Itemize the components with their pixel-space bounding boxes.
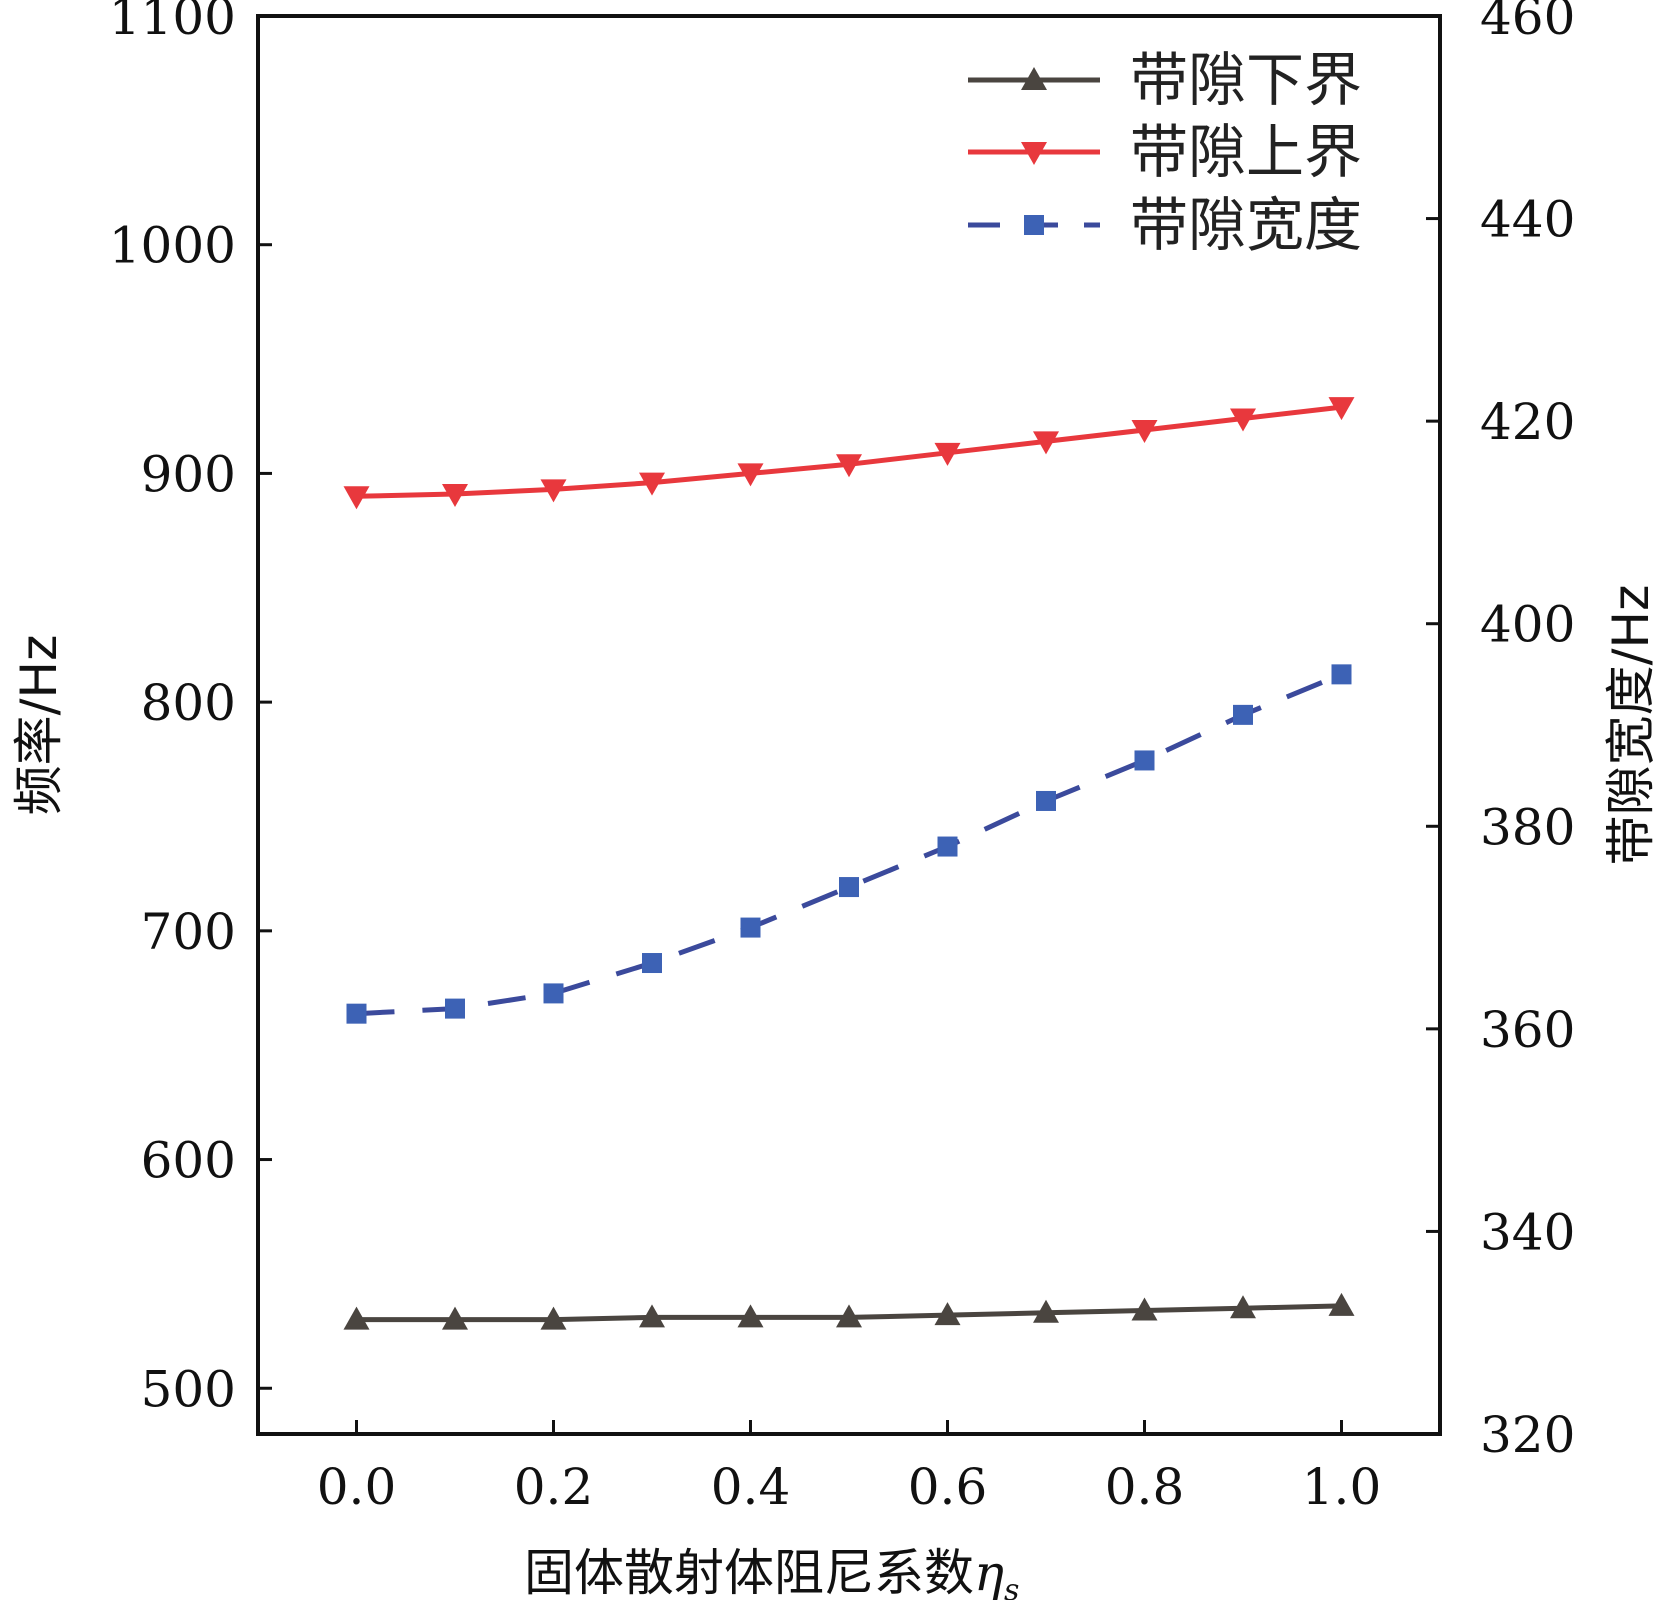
- y-left-tick-label-4: 900: [141, 445, 236, 503]
- y-left-tick-label-0: 500: [141, 1360, 236, 1418]
- point-gap-width-6: [937, 836, 958, 857]
- point-upper-bound-5: [836, 454, 862, 478]
- point-upper-bound-8: [1131, 419, 1158, 443]
- point-lower-bound-9: [1230, 1295, 1256, 1319]
- point-lower-bound-2: [540, 1306, 567, 1330]
- point-lower-bound-3: [639, 1304, 665, 1328]
- x-axis-title: 固体散射体阻尼系数ηs: [524, 1544, 1019, 1600]
- point-lower-bound-0: [343, 1306, 370, 1330]
- point-lower-bound-5: [836, 1304, 862, 1328]
- point-gap-width-8: [1134, 750, 1155, 771]
- series-upper-bound: [343, 397, 1355, 510]
- legend-label-upper-bound: 带隙上界: [1130, 118, 1362, 186]
- point-upper-bound-7: [1033, 431, 1059, 455]
- x-tick-label-0: 0.0: [317, 1458, 397, 1516]
- legend-label-gap-width: 带隙宽度: [1130, 191, 1362, 259]
- y-left-tick-label-1: 600: [141, 1132, 236, 1190]
- point-upper-bound-3: [639, 472, 665, 496]
- y-right-tick-label-7: 460: [1480, 0, 1575, 46]
- point-upper-bound-2: [540, 479, 567, 503]
- legend-marker-lower-bound: [1021, 67, 1047, 90]
- point-gap-width-5: [839, 877, 859, 898]
- series-line-upper-bound: [356, 404, 1342, 499]
- legend-item-upper-bound: 带隙上界: [968, 118, 1362, 186]
- point-lower-bound-6: [934, 1302, 961, 1326]
- point-gap-width-7: [1036, 790, 1056, 811]
- y-right-tick-label-5: 420: [1480, 393, 1575, 451]
- point-gap-width-1: [445, 998, 465, 1019]
- y-right-tick-label-2: 360: [1480, 1001, 1575, 1059]
- legend-marker-gap-width: [1024, 215, 1044, 235]
- point-gap-width-4: [740, 917, 761, 938]
- point-upper-bound-6: [934, 442, 961, 466]
- point-upper-bound-9: [1230, 408, 1256, 432]
- y-left-tick-label-5: 1000: [109, 217, 236, 275]
- point-upper-bound-0: [343, 486, 370, 510]
- y-right-tick-label-0: 320: [1480, 1406, 1575, 1464]
- x-tick-label-4: 0.8: [1105, 1458, 1185, 1516]
- series-lower-bound: [343, 1292, 1355, 1330]
- point-gap-width-9: [1233, 704, 1253, 725]
- point-gap-width-2: [543, 983, 564, 1004]
- point-upper-bound-10: [1328, 397, 1355, 421]
- legend-item-lower-bound: 带隙下界: [968, 46, 1362, 114]
- point-gap-width-10: [1331, 664, 1352, 685]
- point-lower-bound-1: [442, 1306, 468, 1330]
- y-left-tick-label-2: 700: [141, 903, 236, 961]
- x-tick-label-1: 0.2: [514, 1458, 594, 1516]
- series-gap-width: [346, 664, 1352, 1024]
- point-gap-width-0: [346, 1003, 367, 1024]
- point-lower-bound-10: [1328, 1292, 1355, 1316]
- point-lower-bound-4: [737, 1304, 764, 1328]
- point-lower-bound-7: [1033, 1299, 1059, 1323]
- y-left-tick-label-6: 1100: [109, 0, 236, 46]
- x-tick-label-5: 1.0: [1302, 1458, 1382, 1516]
- y-right-tick-label-4: 400: [1480, 596, 1575, 654]
- y-right-tick-label-1: 340: [1480, 1203, 1575, 1261]
- legend-label-lower-bound: 带隙下界: [1130, 46, 1362, 114]
- x-tick-label-3: 0.6: [908, 1458, 988, 1516]
- y-axis-right-title: 带隙宽度/Hz: [1602, 585, 1660, 866]
- point-upper-bound-4: [737, 463, 764, 487]
- y-axis-left-title: 频率/Hz: [10, 635, 68, 816]
- point-upper-bound-1: [442, 484, 468, 508]
- y-right-tick-label-6: 440: [1480, 191, 1575, 249]
- legend-marker-upper-bound: [1021, 142, 1047, 165]
- series-line-gap-width: [356, 672, 1343, 1017]
- legend-item-gap-width: 带隙宽度: [968, 191, 1362, 259]
- point-gap-width-3: [642, 953, 662, 974]
- x-tick-label-2: 0.4: [711, 1458, 791, 1516]
- point-lower-bound-8: [1131, 1297, 1158, 1321]
- plot-frame: [256, 14, 1442, 1436]
- y-right-tick-label-3: 380: [1480, 798, 1575, 856]
- y-left-tick-label-3: 800: [141, 674, 236, 732]
